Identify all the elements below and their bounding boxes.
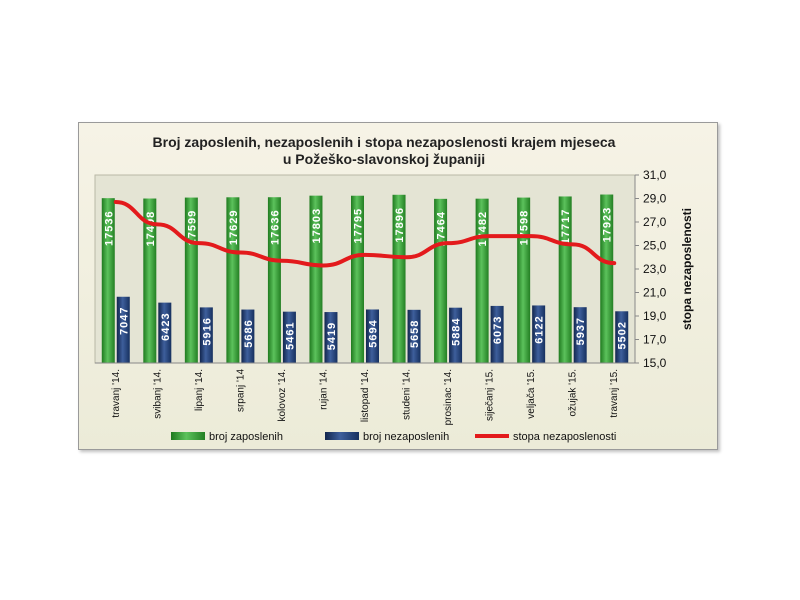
bar-zaposleni bbox=[101, 198, 115, 363]
legend-label: broj zaposlenih bbox=[209, 431, 283, 443]
category-label: travanj '14. bbox=[111, 369, 122, 418]
bar-zaposleni bbox=[226, 197, 240, 363]
bar-label-zaposleni: 17498 bbox=[145, 211, 157, 247]
legend-label: stopa nezaposlenosti bbox=[513, 431, 616, 443]
bar-nezaposleni bbox=[615, 311, 629, 363]
y-right-axis-title: stopa nezaposlenosti bbox=[680, 208, 694, 330]
category-label: ožujak '15. bbox=[568, 369, 579, 417]
bar-label-nezaposleni: 6122 bbox=[534, 315, 546, 343]
bar-zaposleni bbox=[392, 194, 406, 363]
plot-area bbox=[94, 174, 636, 364]
right-axis-tick-label: 27,0 bbox=[643, 215, 667, 229]
bar-label-nezaposleni: 7047 bbox=[118, 307, 130, 335]
bar-label-zaposleni: 17923 bbox=[602, 207, 614, 243]
bar-label-nezaposleni: 5916 bbox=[201, 317, 213, 345]
bar-label-zaposleni: 17795 bbox=[353, 208, 365, 244]
line-layer bbox=[113, 200, 617, 268]
right-axis-tick-label: 23,0 bbox=[643, 262, 667, 276]
bar-label-zaposleni: 17536 bbox=[103, 210, 115, 246]
bar-nezaposleni bbox=[199, 307, 213, 363]
category-label: rujan '14. bbox=[318, 369, 329, 410]
bar-label-nezaposleni: 5502 bbox=[617, 321, 629, 349]
bar-nezaposleni bbox=[324, 312, 338, 363]
category-label: veljača '15. bbox=[526, 369, 537, 419]
legend: broj zaposlenih broj nezaposlenih stopa ne… bbox=[171, 431, 616, 443]
category-axis: travanj '14. svibanj '14. lipanj '14. srpan… bbox=[95, 362, 635, 425]
bar-zaposleni bbox=[309, 195, 323, 363]
bar-label-nezaposleni: 5658 bbox=[409, 320, 421, 348]
bar-zaposleni bbox=[267, 197, 281, 363]
legend-label: broj nezaposlenih bbox=[363, 431, 449, 443]
legend-swatch bbox=[171, 432, 205, 440]
right-axis: 15,0 17,0 19,0 21,0 23,0 25,0 27,0 29,0 31,0 bbox=[634, 168, 667, 370]
bar-label-zaposleni: 17464 bbox=[436, 211, 448, 247]
bar-zaposleni bbox=[517, 197, 531, 363]
bar-label-zaposleni: 17803 bbox=[311, 208, 323, 244]
bar-label-nezaposleni: 5937 bbox=[575, 317, 587, 345]
bar-nezaposleni bbox=[116, 296, 130, 363]
bar-label-nezaposleni: 5461 bbox=[284, 321, 296, 349]
category-label: lipanj '14. bbox=[194, 369, 205, 411]
legend-swatch bbox=[325, 432, 359, 440]
bar-label-nezaposleni: 5694 bbox=[368, 319, 380, 347]
right-axis-tick-label: 21,0 bbox=[643, 286, 667, 300]
right-axis-tick-label: 17,0 bbox=[643, 333, 667, 347]
chart-title: Broj zaposlenih, nezaposlenih i stopa ne… bbox=[153, 134, 616, 150]
bar-zaposleni bbox=[475, 198, 489, 363]
category-label: srpanj '14 bbox=[235, 369, 246, 412]
chart-frame: Broj zaposlenih, nezaposlenih i stopa ne… bbox=[78, 122, 718, 450]
bar-label-nezaposleni: 5686 bbox=[243, 319, 255, 347]
bar-label-zaposleni: 17598 bbox=[519, 210, 531, 246]
category-label: prosinac '14. bbox=[443, 369, 454, 425]
bar-zaposleni bbox=[600, 194, 614, 363]
bar-nezaposleni bbox=[532, 305, 546, 363]
bar-zaposleni bbox=[351, 195, 364, 363]
chart-subtitle: u Požeško-slavonskoj županiji bbox=[283, 151, 485, 167]
bar-label-nezaposleni: 6073 bbox=[492, 316, 504, 344]
bar-nezaposleni bbox=[241, 309, 255, 363]
bars-group bbox=[101, 194, 629, 363]
category-label: kolovoz '14. bbox=[277, 369, 288, 422]
right-axis-tick-label: 15,0 bbox=[643, 356, 667, 370]
bar-label-zaposleni: 17599 bbox=[186, 210, 198, 246]
category-label: listopad '14. bbox=[360, 369, 371, 422]
right-axis-tick-label: 29,0 bbox=[643, 192, 667, 206]
bar-label-zaposleni: 17482 bbox=[477, 211, 489, 247]
bar-label-nezaposleni: 5884 bbox=[451, 317, 463, 345]
bar-label-zaposleni: 17896 bbox=[394, 207, 406, 243]
bar-nezaposleni bbox=[490, 305, 504, 363]
bar-label-nezaposleni: 5419 bbox=[326, 322, 338, 350]
category-label: svibanj '14. bbox=[152, 369, 163, 419]
bar-nezaposleni bbox=[449, 307, 463, 363]
bar-label-zaposleni: 17717 bbox=[560, 209, 572, 245]
right-axis-tick-label: 31,0 bbox=[643, 168, 667, 182]
right-axis-tick-label: 19,0 bbox=[643, 309, 667, 323]
category-label: studeni '14. bbox=[402, 369, 413, 420]
bar-nezaposleni bbox=[407, 309, 421, 363]
bar-zaposleni bbox=[558, 196, 572, 363]
bar-label-zaposleni: 17629 bbox=[228, 209, 240, 245]
bar-label-zaposleni: 17636 bbox=[269, 209, 281, 245]
bar-nezaposleni bbox=[573, 307, 587, 363]
bar-zaposleni bbox=[143, 198, 157, 363]
category-label: travanj '15. bbox=[609, 369, 620, 418]
bar-nezaposleni bbox=[282, 311, 296, 363]
right-axis-tick-label: 25,0 bbox=[643, 239, 667, 253]
bar-nezaposleni bbox=[366, 309, 379, 363]
chart-svg: Broj zaposlenih, nezaposlenih i stopa ne… bbox=[94, 134, 694, 443]
bar-label-nezaposleni: 6423 bbox=[160, 312, 172, 340]
bar-nezaposleni bbox=[158, 302, 172, 363]
bar-zaposleni bbox=[434, 198, 448, 363]
category-label: siječanj '15. bbox=[485, 369, 496, 421]
